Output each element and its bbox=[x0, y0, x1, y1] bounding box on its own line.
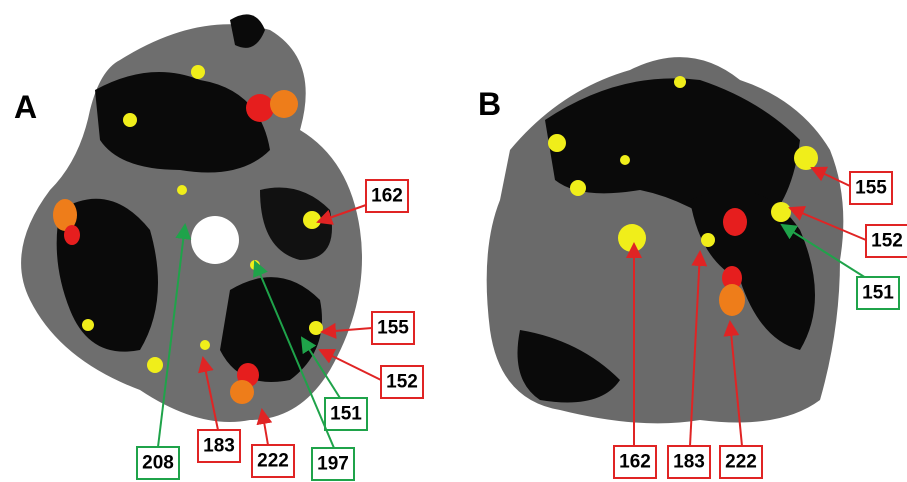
residue-label: 155 bbox=[377, 318, 409, 339]
residue-label: 208 bbox=[142, 453, 174, 474]
protein-b bbox=[487, 57, 844, 423]
panel-label: B bbox=[478, 86, 501, 122]
residue-label: 151 bbox=[862, 283, 894, 304]
residue-label: 162 bbox=[619, 452, 651, 473]
residue-label: 152 bbox=[386, 372, 418, 393]
residue-label: 197 bbox=[317, 454, 349, 475]
protein-a bbox=[21, 14, 362, 422]
residue-label: 162 bbox=[371, 186, 403, 207]
residue-label: 222 bbox=[725, 452, 757, 473]
residue-label: 183 bbox=[203, 436, 235, 457]
residue-label: 222 bbox=[257, 451, 289, 472]
residue-label: 151 bbox=[330, 404, 362, 425]
figure: A B 162 155 152 151 197 222 183 208 155 152 151 162… bbox=[0, 0, 907, 482]
residue-label: 152 bbox=[871, 231, 903, 252]
residue-label: 183 bbox=[673, 452, 705, 473]
residue-label: 155 bbox=[855, 178, 887, 199]
panel-label: A bbox=[14, 89, 37, 125]
